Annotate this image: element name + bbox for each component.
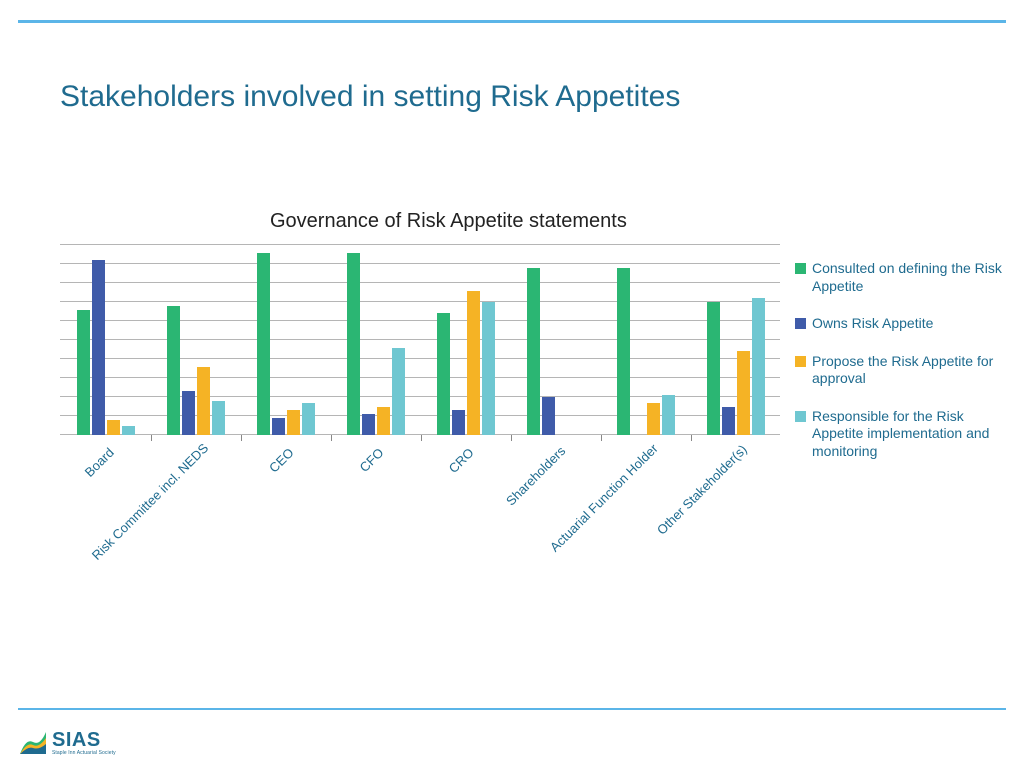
bar-owns [452, 410, 465, 435]
bar-responsible [662, 395, 675, 435]
bar-responsible [212, 401, 225, 435]
bar-owns [542, 397, 555, 435]
chart-area [60, 245, 780, 435]
x-label: CEO [266, 445, 297, 476]
top-rule [18, 20, 1006, 23]
legend-label: Propose the Risk Appetite for approval [812, 353, 1005, 388]
logo-mark [20, 732, 46, 754]
bar-consulted [257, 253, 270, 435]
bar-group [510, 245, 600, 435]
chart-x-labels: Board Risk Committee incl. NEDS CEO CFO CRO S… [60, 440, 780, 560]
bar-propose [737, 351, 750, 435]
bar-group [690, 245, 780, 435]
bottom-rule [18, 708, 1006, 710]
bar-consulted [617, 268, 630, 435]
bar-owns [182, 391, 195, 435]
chart-title: Governance of Risk Appetite statements [270, 210, 627, 233]
logo-text-block: SIAS Staple Inn Actuarial Society [52, 730, 116, 756]
bar-group [600, 245, 690, 435]
legend-label: Owns Risk Appetite [812, 315, 933, 333]
bar-group [330, 245, 420, 435]
x-label: Shareholders [503, 443, 568, 508]
bar-group [420, 245, 510, 435]
legend-swatch [795, 263, 806, 274]
x-label: Board [82, 445, 117, 480]
bar-group [150, 245, 240, 435]
legend-swatch [795, 356, 806, 367]
bar-responsible [482, 302, 495, 435]
x-label-cell: CEO [240, 440, 330, 560]
chart-bar-groups [60, 245, 780, 435]
bar-owns [362, 414, 375, 435]
logo-subtext: Staple Inn Actuarial Society [52, 750, 116, 756]
x-label: CRO [446, 445, 477, 476]
bar-responsible [122, 426, 135, 436]
bar-consulted [437, 313, 450, 435]
bar-responsible [752, 298, 765, 435]
x-label-cell: CRO [420, 440, 510, 560]
legend-item: Owns Risk Appetite [795, 315, 1005, 333]
bar-consulted [347, 253, 360, 435]
bar-group [60, 245, 150, 435]
bar-owns [272, 418, 285, 435]
bar-consulted [527, 268, 540, 435]
bar-propose [287, 410, 300, 435]
bar-consulted [167, 306, 180, 435]
bar-propose [467, 291, 480, 435]
x-label-cell: Risk Committee incl. NEDS [150, 440, 240, 560]
bar-responsible [392, 348, 405, 435]
logo: SIAS Staple Inn Actuarial Society [20, 730, 116, 756]
logo-text: SIAS [52, 730, 116, 750]
bar-owns [92, 260, 105, 435]
legend-swatch [795, 318, 806, 329]
bar-owns [722, 407, 735, 436]
legend-item: Consulted on defining the Risk Appetite [795, 260, 1005, 295]
bar-consulted [707, 302, 720, 435]
bar-propose [107, 420, 120, 435]
legend-label: Responsible for the Risk Appetite implem… [812, 408, 1005, 461]
x-label-cell: CFO [330, 440, 420, 560]
legend-item: Responsible for the Risk Appetite implem… [795, 408, 1005, 461]
legend-label: Consulted on defining the Risk Appetite [812, 260, 1005, 295]
x-label: CFO [357, 445, 387, 475]
bar-responsible [302, 403, 315, 435]
legend-item: Propose the Risk Appetite for approval [795, 353, 1005, 388]
legend-swatch [795, 411, 806, 422]
bar-consulted [77, 310, 90, 435]
x-label-cell: Actuarial Function Holder [600, 440, 690, 560]
slide-title: Stakeholders involved in setting Risk Ap… [60, 80, 680, 114]
bar-group [240, 245, 330, 435]
bar-propose [197, 367, 210, 435]
chart-legend: Consulted on defining the Risk Appetite O… [795, 260, 1005, 480]
x-label-cell: Other Stakeholder(s) [690, 440, 780, 560]
bar-propose [377, 407, 390, 436]
bar-propose [647, 403, 660, 435]
